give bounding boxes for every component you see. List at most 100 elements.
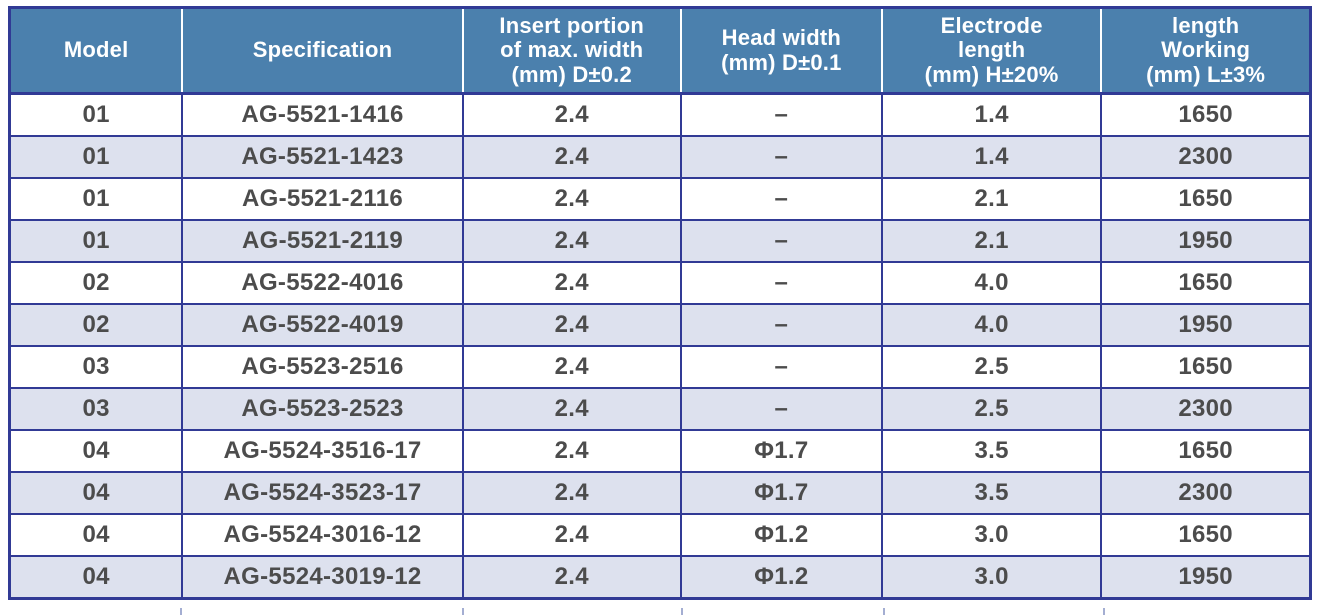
cell-working_length: 1650 [1100, 513, 1309, 557]
cell-electrode_length: 3.0 [880, 555, 1103, 597]
cell-specification: AG-5524-3516-17 [181, 429, 464, 473]
cell-insert_width: 2.4 [461, 387, 682, 431]
partial-next-row [8, 607, 1312, 615]
cell-insert_width: 2.4 [461, 177, 682, 221]
cell-head_width: Φ1.7 [679, 471, 883, 515]
cell-head_width: – [679, 219, 883, 263]
table-row: 04 AG-5524-3516-17 2.4 Φ1.7 3.5 1650 [11, 429, 1309, 473]
table-row: 01 AG-5521-2116 2.4–2.1 1650 [11, 177, 1309, 221]
cell-working_length: 1950 [1100, 303, 1309, 347]
column-header-specification: Specification [182, 9, 464, 95]
table-row: 04 AG-5524-3019-12 2.4 Φ1.2 3.0 1950 [11, 555, 1309, 597]
cell-head_width: – [679, 93, 883, 137]
cell-model: 02 [11, 303, 184, 347]
cell-working_length: 1950 [1100, 219, 1309, 263]
cell-head_width: – [679, 387, 883, 431]
cell-specification: AG-5521-1423 [181, 135, 464, 179]
cell-head_width: Φ1.2 [679, 555, 883, 597]
cell-insert_width: 2.4 [461, 345, 682, 389]
cell-model: 04 [11, 471, 184, 515]
cell-electrode_length: 2.5 [880, 387, 1103, 431]
header-row: Model Specification Insert portion of ma… [11, 9, 1309, 95]
cell-specification: AG-5523-2516 [181, 345, 464, 389]
table-row: 01 AG-5521-2119 2.4–2.1 1950 [11, 219, 1309, 263]
cell-model: 01 [11, 177, 184, 221]
cell-insert_width: 2.4 [461, 555, 682, 597]
cell-electrode_length: 2.1 [880, 219, 1103, 263]
table-row: 01 AG-5521-1416 2.4–1.4 1650 [11, 93, 1309, 137]
column-header-electrode-length: Electrode length (mm) H±20% [881, 9, 1103, 95]
table-row: 04 AG-5524-3016-12 2.4 Φ1.2 3.0 1650 [11, 513, 1309, 557]
cell-working_length: 1950 [1100, 555, 1309, 597]
cell-model: 04 [11, 555, 184, 597]
column-header-model: Model [11, 9, 184, 95]
cell-specification: AG-5521-2119 [181, 219, 464, 263]
cell-specification: AG-5524-3523-17 [181, 471, 464, 515]
cell-working_length: 2300 [1100, 135, 1309, 179]
cell-head_width: – [679, 303, 883, 347]
cell-electrode_length: 4.0 [880, 303, 1103, 347]
column-divider-stub [680, 608, 683, 615]
cell-working_length: 1650 [1100, 177, 1309, 221]
cell-electrode_length: 3.5 [880, 471, 1103, 515]
column-divider-stub [461, 608, 464, 615]
column-divider-stub [1103, 608, 1106, 615]
cell-working_length: 1650 [1100, 93, 1309, 137]
cell-specification: AG-5521-2116 [181, 177, 464, 221]
table-row: 02 AG-5522-4016 2.4–4.0 1650 [11, 261, 1309, 305]
cell-insert_width: 2.4 [461, 429, 682, 473]
cell-model: 03 [11, 345, 184, 389]
column-header-working-length: length Working (mm) L±3% [1101, 9, 1309, 95]
cell-specification: AG-5524-3016-12 [181, 513, 464, 557]
column-header-insert-width: Insert portion of max. width (mm) D±0.2 [462, 9, 682, 95]
column-header-head-width: Head width (mm) D±0.1 [680, 9, 883, 95]
cell-electrode_length: 2.1 [880, 177, 1103, 221]
cell-insert_width: 2.4 [461, 219, 682, 263]
cell-specification: AG-5522-4016 [181, 261, 464, 305]
table-row: 03 AG-5523-2523 2.4–2.5 2300 [11, 387, 1309, 431]
cell-head_width: Φ1.7 [679, 429, 883, 473]
spec-table-frame: Model Specification Insert portion of ma… [8, 6, 1312, 600]
cell-electrode_length: 4.0 [880, 261, 1103, 305]
column-divider-stub [882, 608, 885, 615]
cell-model: 04 [11, 429, 184, 473]
cell-model: 02 [11, 261, 184, 305]
table-row: 01 AG-5521-1423 2.4–1.4 2300 [11, 135, 1309, 179]
cell-model: 01 [11, 219, 184, 263]
table-row: 03 AG-5523-2516 2.4–2.5 1650 [11, 345, 1309, 389]
spec-table: Model Specification Insert portion of ma… [11, 9, 1309, 597]
cell-insert_width: 2.4 [461, 471, 682, 515]
cell-specification: AG-5524-3019-12 [181, 555, 464, 597]
column-divider-stub [180, 608, 183, 615]
cell-head_width: – [679, 261, 883, 305]
table-body: 01 AG-5521-1416 2.4–1.4 1650 01 AG-5521-1423 2… [11, 93, 1309, 597]
cell-head_width: – [679, 345, 883, 389]
cell-electrode_length: 1.4 [880, 93, 1103, 137]
cell-electrode_length: 2.5 [880, 345, 1103, 389]
cell-specification: AG-5522-4019 [181, 303, 464, 347]
table-row: 02 AG-5522-4019 2.4–4.0 1950 [11, 303, 1309, 347]
cell-working_length: 1650 [1100, 429, 1309, 473]
cell-working_length: 1650 [1100, 261, 1309, 305]
cell-head_width: – [679, 135, 883, 179]
cell-specification: AG-5521-1416 [181, 93, 464, 137]
cell-head_width: – [679, 177, 883, 221]
cell-insert_width: 2.4 [461, 261, 682, 305]
cell-working_length: 1650 [1100, 345, 1309, 389]
cell-insert_width: 2.4 [461, 93, 682, 137]
cell-electrode_length: 3.0 [880, 513, 1103, 557]
cell-model: 01 [11, 93, 184, 137]
cell-model: 04 [11, 513, 184, 557]
cell-working_length: 2300 [1100, 471, 1309, 515]
cell-working_length: 2300 [1100, 387, 1309, 431]
table-row: 04 AG-5524-3523-17 2.4 Φ1.7 3.5 2300 [11, 471, 1309, 515]
cell-head_width: Φ1.2 [679, 513, 883, 557]
cell-electrode_length: 1.4 [880, 135, 1103, 179]
cell-insert_width: 2.4 [461, 135, 682, 179]
cell-insert_width: 2.4 [461, 303, 682, 347]
cell-insert_width: 2.4 [461, 513, 682, 557]
cell-model: 01 [11, 135, 184, 179]
cell-electrode_length: 3.5 [880, 429, 1103, 473]
cell-specification: AG-5523-2523 [181, 387, 464, 431]
